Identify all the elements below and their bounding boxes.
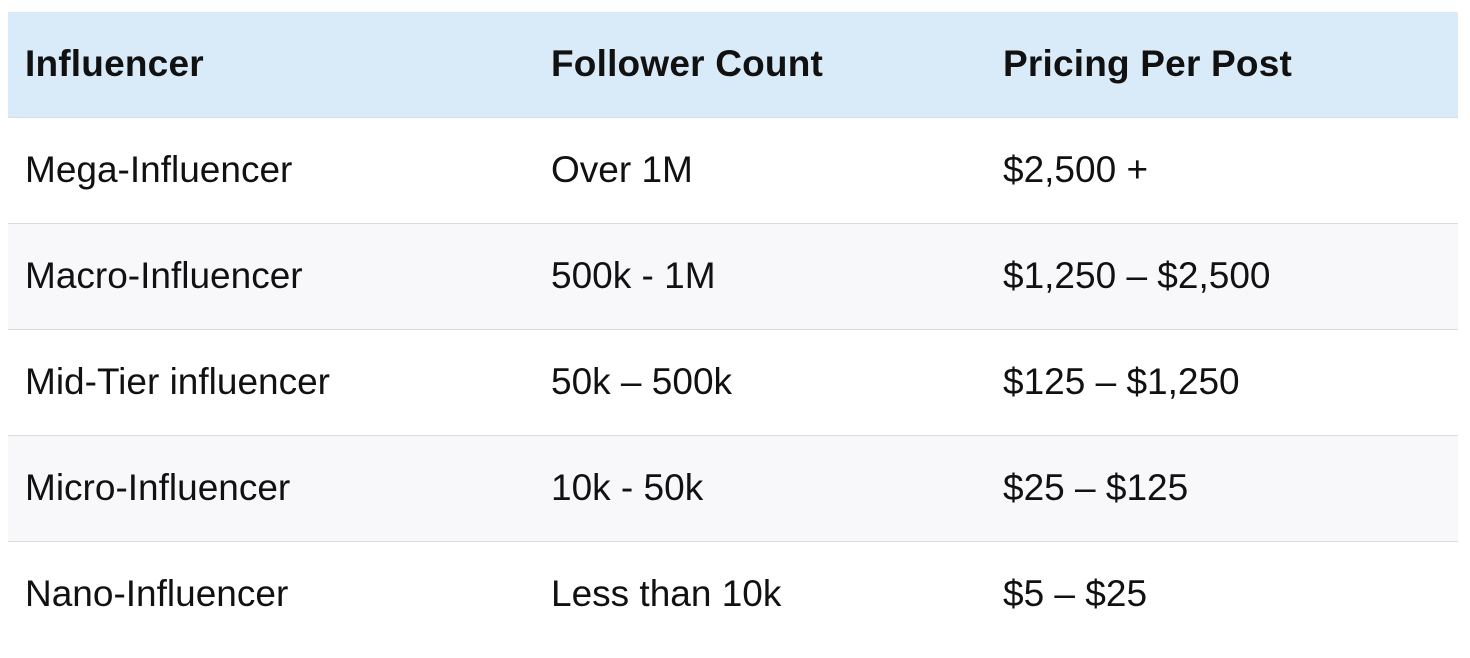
- table-row: Mid-Tier influencer 50k – 500k $125 – $1…: [8, 329, 1458, 435]
- cell-influencer: Micro-Influencer: [25, 467, 291, 508]
- table-row: Micro-Influencer 10k - 50k $25 – $125: [8, 435, 1458, 541]
- influencer-pricing-table: Influencer Follower Count Pricing Per Po…: [8, 12, 1458, 647]
- column-header-influencer: Influencer: [25, 43, 204, 85]
- cell-influencer: Mega-Influencer: [25, 149, 293, 190]
- cell-follower-count: Over 1M: [551, 149, 693, 190]
- cell-pricing: $125 – $1,250: [1003, 361, 1240, 402]
- cell-influencer: Macro-Influencer: [25, 255, 303, 296]
- cell-follower-count: Less than 10k: [551, 573, 782, 615]
- column-header-pricing-per-post: Pricing Per Post: [1003, 43, 1293, 85]
- table-header: Influencer Follower Count Pricing Per Po…: [8, 12, 1458, 117]
- cell-follower-count: 10k - 50k: [551, 467, 704, 508]
- table-row: Nano-Influencer Less than 10k $5 – $25: [8, 541, 1458, 647]
- cell-follower-count: 50k – 500k: [551, 361, 733, 402]
- cell-influencer: Nano-Influencer: [25, 573, 289, 615]
- column-header-follower-count: Follower Count: [551, 43, 824, 85]
- table-body: Mega-Influencer Over 1M $2,500 + Macro-I…: [8, 117, 1458, 647]
- cell-pricing: $2,500 +: [1003, 149, 1149, 190]
- pricing-table-container: Influencer Follower Count Pricing Per Po…: [8, 12, 1458, 647]
- cell-pricing: $5 – $25: [1003, 573, 1148, 615]
- cell-follower-count: 500k - 1M: [551, 255, 716, 296]
- header-row: Influencer Follower Count Pricing Per Po…: [8, 12, 1458, 117]
- cell-influencer: Mid-Tier influencer: [25, 361, 330, 402]
- cell-pricing: $1,250 – $2,500: [1003, 255, 1271, 296]
- table-row: Mega-Influencer Over 1M $2,500 +: [8, 117, 1458, 223]
- table-row: Macro-Influencer 500k - 1M $1,250 – $2,5…: [8, 223, 1458, 329]
- cell-pricing: $25 – $125: [1003, 467, 1189, 508]
